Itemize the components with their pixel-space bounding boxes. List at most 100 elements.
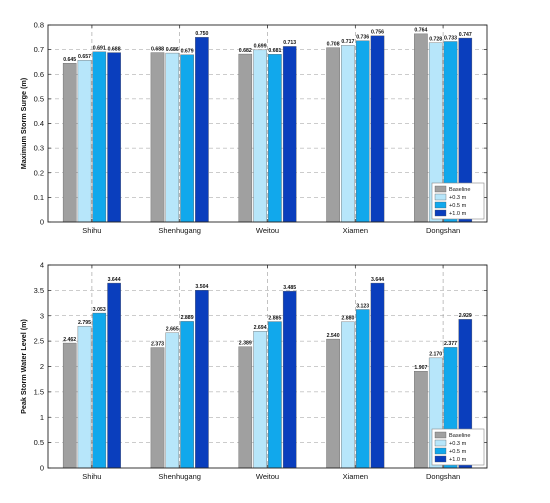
y-tick-label: 0.2 xyxy=(34,168,44,177)
legend-entry: +0.3 m xyxy=(449,195,467,201)
legend-entry: +1.0 m xyxy=(449,211,467,217)
y-tick-label: 1 xyxy=(40,413,44,422)
data-label: 0.747 xyxy=(459,32,472,38)
bar-shihu-s3 xyxy=(92,312,107,469)
legend-swatch xyxy=(434,193,447,201)
data-label: 0.686 xyxy=(166,47,179,53)
data-label: 0.645 xyxy=(63,57,76,63)
bar-xiamen-s2 xyxy=(341,321,355,469)
bar-xiamen-s3 xyxy=(355,309,370,469)
data-label: 2.377 xyxy=(444,341,457,347)
data-label: 0.708 xyxy=(327,41,340,47)
legend-entry: +1.0 m xyxy=(449,457,467,463)
x-tick-label: Dongshan xyxy=(426,472,460,481)
y-tick-label: 2 xyxy=(40,362,44,371)
legend-swatch xyxy=(434,455,447,463)
y-tick-label: 0.3 xyxy=(34,144,44,153)
bar-xiamen-s1 xyxy=(326,47,340,223)
data-label: 0.733 xyxy=(444,35,457,41)
y-tick-label: 4 xyxy=(40,261,44,270)
bar-shihu-s4 xyxy=(107,52,121,223)
y-tick-label: 2.5 xyxy=(34,337,44,346)
data-label: 0.682 xyxy=(239,48,252,54)
bar-weitou-s2 xyxy=(253,331,267,469)
bar-xiamen-s3 xyxy=(355,40,370,223)
bar-dongshan-s1 xyxy=(414,371,428,469)
y-tick-label: 0.1 xyxy=(34,193,44,202)
bar-xiamen-s4 xyxy=(370,282,385,469)
data-label: 3.644 xyxy=(371,277,384,283)
data-label: 3.123 xyxy=(356,303,369,309)
data-label: 0.691 xyxy=(93,46,106,52)
bar-shenhugang-s3 xyxy=(180,321,194,469)
x-tick-label: Weitou xyxy=(256,472,279,481)
y-axis-label: Maximum Storm Surge (m) xyxy=(19,77,28,169)
data-label: 2.880 xyxy=(341,316,354,322)
legend-entry: Baseline xyxy=(449,187,470,193)
data-label: 2.929 xyxy=(459,313,472,319)
y-tick-label: 0 xyxy=(40,464,44,473)
plot-frame xyxy=(47,24,488,223)
legend-swatch xyxy=(434,209,447,217)
data-label: 0.681 xyxy=(268,48,281,54)
data-label: 0.699 xyxy=(254,44,267,50)
bar-xiamen-s2 xyxy=(341,45,355,223)
bar-shihu-s2 xyxy=(77,325,92,469)
data-label: 0.750 xyxy=(195,31,208,37)
data-label: 2.694 xyxy=(254,325,267,331)
y-tick-label: 0.5 xyxy=(34,94,44,103)
legend-swatch xyxy=(434,431,447,439)
bar-weitou-s3 xyxy=(268,321,282,469)
data-label: 0.736 xyxy=(356,35,369,41)
bar-shenhugang-s1 xyxy=(150,52,165,223)
y-tick-label: 0.7 xyxy=(34,45,44,54)
bar-xiamen-s1 xyxy=(326,338,340,469)
data-label: 2.389 xyxy=(239,341,252,347)
bar-xiamen-s4 xyxy=(370,35,385,223)
chart-panel-2: 0 0.5 1 1.5 2 2.5 3 3.5 4 2.462 2.795 3.053 3.644 Shi… xyxy=(19,261,488,481)
bar-weitou-s1 xyxy=(238,346,253,469)
data-label: 2.170 xyxy=(429,352,442,358)
bar-shenhugang-s1 xyxy=(150,347,165,469)
bar-shenhugang-s3 xyxy=(180,54,194,223)
bar-shihu-s2 xyxy=(77,60,92,223)
x-tick-label: Xiamen xyxy=(343,472,368,481)
x-tick-label: Shenhugang xyxy=(158,226,201,235)
data-label: 2.885 xyxy=(268,315,281,321)
y-tick-label: 0.6 xyxy=(34,70,44,79)
y-tick-label: 0.5 xyxy=(34,438,44,447)
bar-shihu-s3 xyxy=(92,51,107,223)
data-label: 3.053 xyxy=(93,307,106,313)
plot-frame xyxy=(47,264,488,469)
y-tick-label: 1.5 xyxy=(34,387,44,396)
bar-shihu-s1 xyxy=(62,342,77,469)
y-tick-label: 0.4 xyxy=(34,119,44,128)
y-tick-label: 3 xyxy=(40,311,44,320)
legend-entry: +0.5 m xyxy=(449,203,467,209)
data-label: 0.679 xyxy=(181,49,194,55)
x-tick-label: Xiamen xyxy=(343,226,368,235)
data-label: 0.688 xyxy=(151,46,164,52)
legend-entry: +0.5 m xyxy=(449,449,467,455)
bar-shihu-s1 xyxy=(62,62,77,223)
legend-swatch xyxy=(434,185,447,193)
legend-entry: Baseline xyxy=(449,433,470,439)
x-tick-label: Shenhugang xyxy=(158,472,201,481)
data-label: 0.764 xyxy=(414,28,427,34)
x-tick-label: Weitou xyxy=(256,226,279,235)
x-tick-label: Dongshan xyxy=(426,226,460,235)
bar-dongshan-s1 xyxy=(414,33,428,223)
x-tick-label: Shihu xyxy=(82,226,101,235)
data-label: 2.665 xyxy=(166,327,179,333)
bar-shenhugang-s4 xyxy=(195,37,209,223)
y-tick-label: 0.8 xyxy=(34,21,44,30)
legend-entry: +0.3 m xyxy=(449,441,467,447)
bar-weitou-s3 xyxy=(268,54,282,223)
data-label: 0.756 xyxy=(371,30,384,36)
data-label: 0.728 xyxy=(429,37,442,43)
data-label: 2.462 xyxy=(63,337,76,343)
y-tick-label: 0 xyxy=(40,218,44,227)
data-label: 3.504 xyxy=(195,284,208,290)
legend-swatch xyxy=(434,201,447,209)
